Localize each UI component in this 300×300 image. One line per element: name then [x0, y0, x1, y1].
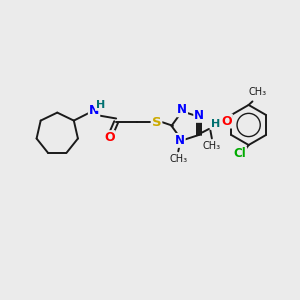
Text: N: N: [177, 103, 187, 116]
Text: N: N: [175, 134, 185, 147]
Text: H: H: [211, 119, 220, 129]
Text: CH₃: CH₃: [203, 141, 221, 151]
Text: N: N: [194, 109, 204, 122]
Text: S: S: [152, 116, 161, 128]
Text: O: O: [104, 131, 115, 144]
Text: H: H: [96, 100, 105, 110]
Text: N: N: [89, 104, 99, 117]
Text: CH₃: CH₃: [169, 154, 187, 164]
Text: CH₃: CH₃: [248, 87, 266, 97]
Text: Cl: Cl: [233, 147, 246, 160]
Text: O: O: [221, 115, 232, 128]
